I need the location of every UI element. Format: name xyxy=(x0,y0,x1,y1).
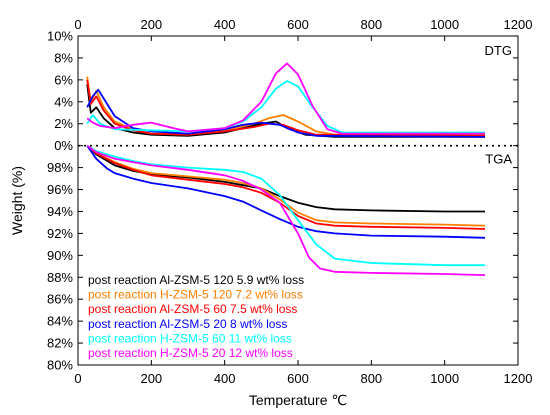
axes-layer xyxy=(77,35,519,366)
x-top-tick-label: 200 xyxy=(140,17,162,32)
legend-entry: post reaction Al-ZSM-5 120 5.9 wt% loss xyxy=(88,273,304,287)
x-top-tick-label: 1000 xyxy=(430,17,459,32)
y-tick-label: 90% xyxy=(47,248,73,263)
x-top-tick-label: 400 xyxy=(214,17,236,32)
x-tick-label: 1200 xyxy=(504,371,533,386)
y-tick-label: 98% xyxy=(47,160,73,175)
dtg-line-series-6 xyxy=(86,62,485,135)
x-tick-label: 200 xyxy=(140,371,162,386)
y-tick-label: 94% xyxy=(47,204,73,219)
dtg-line-series-3 xyxy=(86,79,486,137)
y-tick-label: 10% xyxy=(47,29,73,44)
y-axis-title: Weight (%) xyxy=(9,166,25,235)
legend-entry: post reaction Al-ZSM-5 60 7.5 wt% loss xyxy=(88,302,297,316)
x-tick-label: 600 xyxy=(287,371,309,386)
tga-line-series-6 xyxy=(86,144,486,276)
tga-line-series-5 xyxy=(86,144,485,267)
y-tick-label: 82% xyxy=(47,336,73,351)
x-tick-label: 800 xyxy=(360,371,382,386)
dtg-line-series-5 xyxy=(86,80,485,134)
tga-panel-label: TGA xyxy=(485,152,512,167)
series-layer xyxy=(86,62,486,276)
y-tick-label: 8% xyxy=(54,50,73,65)
dtg-line-series-4 xyxy=(86,88,486,138)
legend-entry: post reaction Al-ZSM-5 20 8 wt% loss xyxy=(88,317,287,331)
tga-line-series-1 xyxy=(86,145,485,213)
y-tick-label: 80% xyxy=(47,358,73,373)
y-tick-label: 84% xyxy=(47,314,73,329)
y-tick-label: 88% xyxy=(47,270,73,285)
y-tick-label: 92% xyxy=(47,226,73,241)
dtg-panel-label: DTG xyxy=(485,43,512,58)
labels-layer: 0 0 200 200 400 400 600 600 800 800 1000 1000 1200 12… xyxy=(9,17,532,408)
legend-entry: post reaction H-ZSM-5 120 7.2 wt% loss xyxy=(88,288,303,302)
y-tick-label: 96% xyxy=(47,182,73,197)
y-tick-label: 4% xyxy=(54,94,73,109)
x-tick-label: 1000 xyxy=(430,371,459,386)
legend-entry: post reaction H-ZSM-5 20 12 wt% loss xyxy=(88,346,293,360)
y-tick-label: 6% xyxy=(54,72,73,87)
x-top-tick-label: 1200 xyxy=(504,17,533,32)
x-tick-label: 400 xyxy=(214,371,236,386)
x-tick-label: 0 xyxy=(74,371,81,386)
legend-entry: post reaction H-ZSM-5 60 11 wt% loss xyxy=(88,331,292,345)
y-tick-label: 0% xyxy=(54,138,73,153)
tga-line-series-3 xyxy=(86,145,486,230)
legend: post reaction Al-ZSM-5 120 5.9 wt% lossp… xyxy=(88,273,304,360)
x-axis-title: Temperature ℃ xyxy=(249,392,347,408)
y-tick-label: 2% xyxy=(54,116,73,131)
x-top-tick-label: 0 xyxy=(74,17,81,32)
x-top-tick-label: 800 xyxy=(360,17,382,32)
tga-line-series-4 xyxy=(86,145,486,239)
x-top-tick-label: 600 xyxy=(287,17,309,32)
y-tick-label: 86% xyxy=(47,292,73,307)
dtg-line-series-1 xyxy=(86,84,485,138)
